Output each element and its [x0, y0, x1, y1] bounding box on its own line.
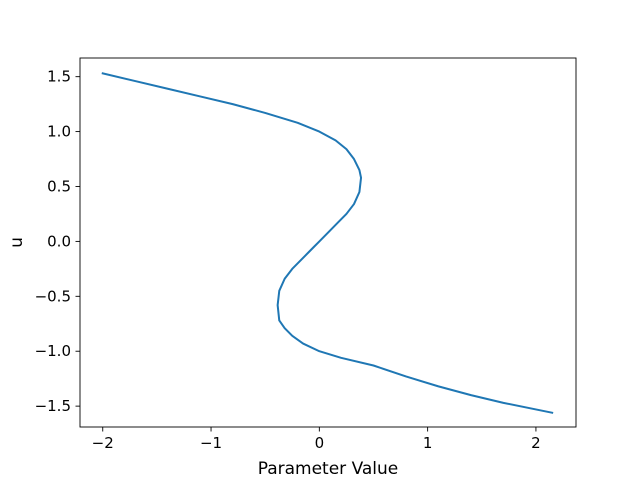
- y-tick-label: 0.5: [47, 177, 71, 195]
- x-tick-label: 2: [531, 434, 541, 452]
- x-axis-label: Parameter Value: [258, 459, 399, 479]
- x-tick-label: 0: [315, 434, 325, 452]
- x-tick-label: 1: [423, 434, 433, 452]
- y-tick-label: −1.5: [35, 397, 71, 415]
- y-tick-label: 1.0: [47, 123, 71, 141]
- x-tick-label: −2: [92, 434, 114, 452]
- x-tick-label: −1: [200, 434, 222, 452]
- y-tick-label: 0.0: [47, 232, 71, 250]
- y-axis-label: u: [7, 237, 27, 248]
- y-tick-label: 1.5: [47, 68, 71, 86]
- axes-frame: [79, 57, 577, 428]
- y-tick-label: −0.5: [35, 287, 71, 305]
- y-tick-label: −1.0: [35, 342, 71, 360]
- plot-area: [101, 72, 554, 414]
- x-axis: −2 −1 0 1 2: [92, 427, 541, 452]
- series-line-0: [101, 72, 554, 414]
- y-axis: −1.5 −1.0 −0.5 0.0 0.5 1.0 1.5: [35, 68, 80, 415]
